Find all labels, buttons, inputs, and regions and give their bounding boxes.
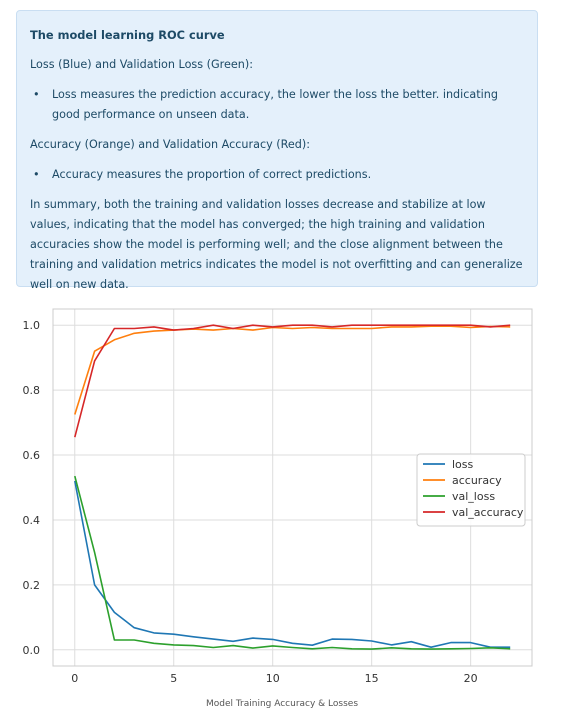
loss-bullet-list: • Loss measures the prediction accuracy,… — [30, 85, 525, 125]
series-line-val-accuracy — [74, 324, 511, 438]
series-lines — [74, 324, 511, 650]
series-line-accuracy — [74, 325, 511, 415]
y-tick-label: 1.0 — [23, 319, 41, 332]
y-tick-label: 0.2 — [23, 579, 41, 592]
accuracy-heading: Accuracy (Orange) and Validation Accurac… — [30, 138, 311, 151]
loss-heading: Loss (Blue) and Validation Loss (Green): — [30, 58, 254, 71]
accuracy-bullet-list: • Accuracy measures the proportion of co… — [30, 165, 525, 185]
x-tick-label: 20 — [464, 672, 478, 685]
chart-caption: Model Training Accuracy & Losses — [205, 699, 359, 709]
y-tick-label: 0.0 — [23, 644, 41, 657]
x-tick-label: 5 — [170, 672, 177, 685]
x-tick-label: 15 — [365, 672, 379, 685]
axis-ticks: 0 5 10 15 20 0.0 0.2 0.4 0.6 0.8 1.0 — [23, 319, 478, 685]
y-tick-label: 0.6 — [23, 449, 41, 462]
y-tick-label: 0.8 — [23, 384, 41, 397]
y-tick-label: 0.4 — [23, 514, 41, 527]
list-item: • Loss measures the prediction accuracy,… — [33, 85, 525, 125]
legend-label: val_accuracy — [452, 506, 524, 519]
legend-label: val_loss — [452, 490, 495, 503]
summary-text: In summary, both the training and valida… — [30, 198, 523, 291]
legend-label: loss — [452, 458, 474, 471]
legend: loss accuracy val_loss val_accuracy — [416, 453, 526, 527]
bullet-icon: • — [33, 88, 40, 101]
legend-label: accuracy — [452, 474, 502, 487]
loss-bullet-text: Loss measures the prediction accuracy, t… — [52, 88, 498, 121]
legend-box — [416, 453, 526, 527]
info-note: The model learning ROC curve Loss (Blue)… — [16, 10, 538, 291]
series-line-val-loss — [74, 475, 511, 650]
note-title: The model learning ROC curve — [30, 28, 225, 42]
bullet-icon: • — [33, 168, 40, 181]
training-history-chart: 0 5 10 15 20 0.0 0.2 0.4 0.6 0.8 1.0 loss accuracy v… — [23, 308, 533, 685]
x-tick-label: 10 — [266, 672, 280, 685]
series-line-loss — [74, 480, 511, 649]
plot-frame — [52, 308, 533, 667]
list-item: • Accuracy measures the proportion of co… — [33, 165, 525, 185]
accuracy-bullet-text: Accuracy measures the proportion of corr… — [52, 168, 372, 181]
x-tick-label: 0 — [71, 672, 78, 685]
